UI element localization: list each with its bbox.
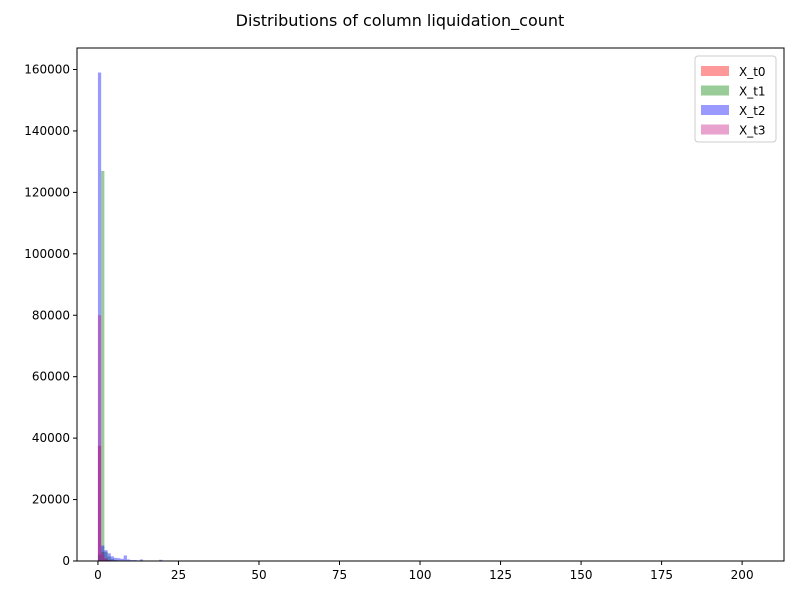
x-axis-ticks: 0 25 50 75 100 125 150 175 200 — [94, 561, 753, 582]
x-tick-label: 25 — [171, 568, 186, 582]
legend-label: X_t1 — [739, 85, 766, 99]
legend-swatch — [701, 105, 729, 115]
y-tick-label: 100000 — [24, 247, 70, 261]
x-tick-label: 175 — [650, 568, 673, 582]
legend-swatch — [701, 125, 729, 135]
legend-swatch — [701, 66, 729, 76]
x-tick-label: 125 — [489, 568, 512, 582]
x-tick-label: 75 — [332, 568, 347, 582]
y-tick-label: 140000 — [24, 124, 70, 138]
y-tick-label: 160000 — [24, 63, 70, 77]
plot-frame — [77, 48, 784, 561]
histogram-bar — [124, 555, 127, 561]
x-tick-label: 200 — [731, 568, 754, 582]
histogram-bar — [98, 315, 101, 561]
y-tick-label: 80000 — [32, 308, 70, 322]
legend-swatch — [701, 86, 729, 96]
y-tick-label: 60000 — [32, 370, 70, 384]
x-tick-label: 0 — [94, 568, 102, 582]
legend-label: X_t2 — [739, 104, 766, 118]
legend-label: X_t3 — [739, 124, 766, 138]
y-tick-label: 0 — [62, 554, 70, 568]
y-tick-label: 20000 — [32, 493, 70, 507]
histogram-bar — [111, 556, 114, 561]
legend: X_t0 X_t1 X_t2 X_t3 — [695, 56, 776, 142]
y-tick-label: 120000 — [24, 185, 70, 199]
x-tick-label: 100 — [409, 568, 432, 582]
histogram-bar — [101, 555, 104, 561]
histogram-bar — [108, 553, 111, 561]
y-tick-label: 40000 — [32, 431, 70, 445]
x-tick-label: 150 — [570, 568, 593, 582]
y-axis-ticks: 0 20000 40000 60000 80000 100000 120000 140000 1… — [24, 63, 77, 568]
chart-title: Distributions of column liquidation_coun… — [236, 11, 565, 31]
histogram-bar — [101, 171, 104, 561]
x-tick-label: 50 — [251, 568, 266, 582]
bars-layer — [98, 73, 665, 561]
legend-label: X_t0 — [739, 65, 766, 79]
